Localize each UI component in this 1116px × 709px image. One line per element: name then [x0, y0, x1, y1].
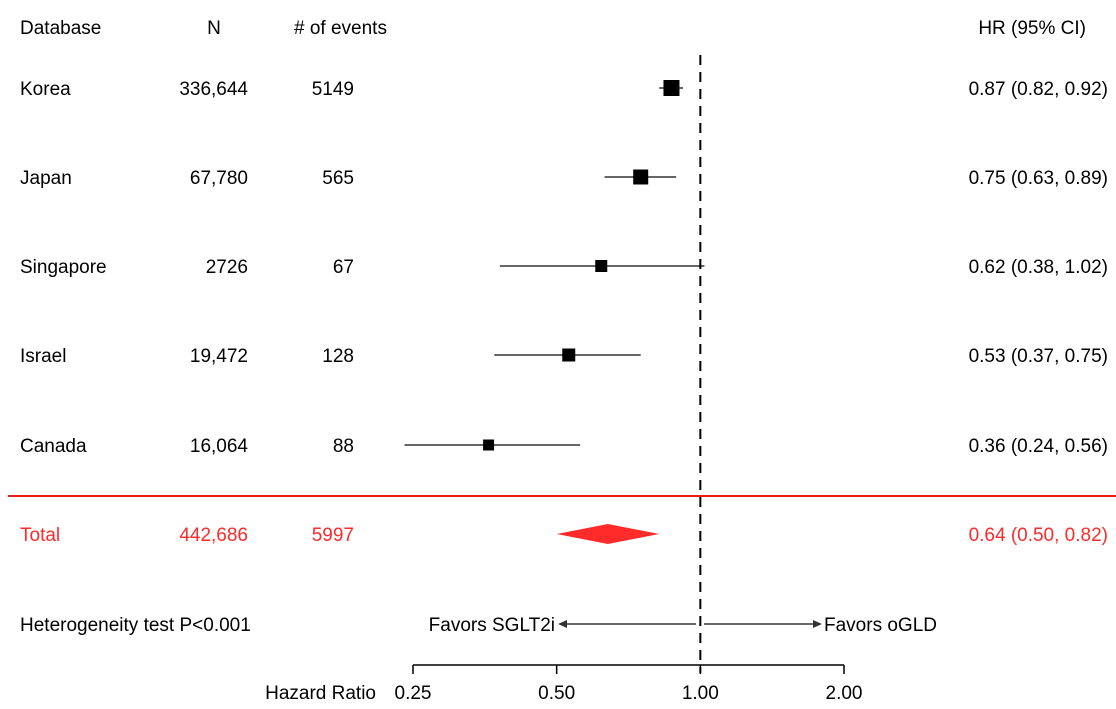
row-n: 336,644 [179, 79, 248, 100]
x-tick-label: 0.25 [395, 683, 432, 704]
row-n: 16,064 [190, 436, 249, 457]
favors-left-label: Favors SGLT2i [429, 615, 555, 636]
favors-right-arrowhead-icon [813, 620, 822, 628]
row-hr: 0.87 (0.82, 0.92) [969, 79, 1108, 100]
hr-square-marker [633, 169, 649, 185]
row-events: 5149 [312, 79, 354, 100]
x-axis: 0.25 0.50 1.00 2.00 [395, 664, 863, 704]
row-database: Israel [20, 346, 66, 367]
x-axis-label: Hazard Ratio [265, 683, 376, 704]
header-events: # of events [294, 18, 387, 39]
total-n: 442,686 [179, 525, 248, 546]
hr-square-marker [663, 80, 680, 96]
header-n: N [207, 18, 221, 39]
total-events: 5997 [312, 525, 354, 546]
total-diamond [556, 524, 660, 544]
study-row-singapore: Singapore 2726 67 0.62 (0.38, 1.02) [20, 257, 1108, 278]
hr-square-marker [562, 348, 576, 362]
study-rows: Korea 336,644 5149 0.87 (0.82, 0.92) Japan 67… [20, 79, 1108, 457]
x-tick-label: 2.00 [826, 683, 863, 704]
x-tick-label: 1.00 [682, 683, 719, 704]
row-database: Singapore [20, 257, 107, 278]
favors-left-arrowhead-icon [558, 620, 567, 628]
row-hr: 0.62 (0.38, 1.02) [969, 257, 1108, 278]
row-events: 565 [322, 168, 354, 189]
row-events: 67 [333, 257, 354, 278]
hr-square-marker [595, 260, 608, 272]
total-row: Total 442,686 5997 0.64 (0.50, 0.82) [20, 524, 1108, 546]
study-row-korea: Korea 336,644 5149 0.87 (0.82, 0.92) [20, 79, 1108, 100]
heterogeneity-text: Heterogeneity test P<0.001 [20, 615, 251, 636]
row-hr: 0.53 (0.37, 0.75) [969, 346, 1108, 367]
study-row-israel: Israel 19,472 128 0.53 (0.37, 0.75) [20, 346, 1108, 367]
hr-square-marker [483, 439, 495, 451]
favors-right-label: Favors oGLD [824, 615, 937, 636]
row-events: 88 [333, 436, 354, 457]
study-row-japan: Japan 67,780 565 0.75 (0.63, 0.89) [20, 168, 1108, 189]
row-database: Korea [20, 79, 71, 100]
row-n: 2726 [206, 257, 248, 278]
row-hr: 0.75 (0.63, 0.89) [969, 168, 1108, 189]
row-hr: 0.36 (0.24, 0.56) [969, 436, 1108, 457]
total-database: Total [20, 525, 60, 546]
header-hr: HR (95% CI) [978, 18, 1086, 39]
row-events: 128 [322, 346, 354, 367]
total-hr: 0.64 (0.50, 0.82) [969, 525, 1108, 546]
header-database: Database [20, 18, 101, 39]
x-tick-label: 0.50 [538, 683, 575, 704]
study-row-canada: Canada 16,064 88 0.36 (0.24, 0.56) [20, 436, 1108, 457]
row-n: 19,472 [190, 346, 248, 367]
row-n: 67,780 [190, 168, 248, 189]
row-database: Japan [20, 168, 72, 189]
row-database: Canada [20, 436, 87, 457]
